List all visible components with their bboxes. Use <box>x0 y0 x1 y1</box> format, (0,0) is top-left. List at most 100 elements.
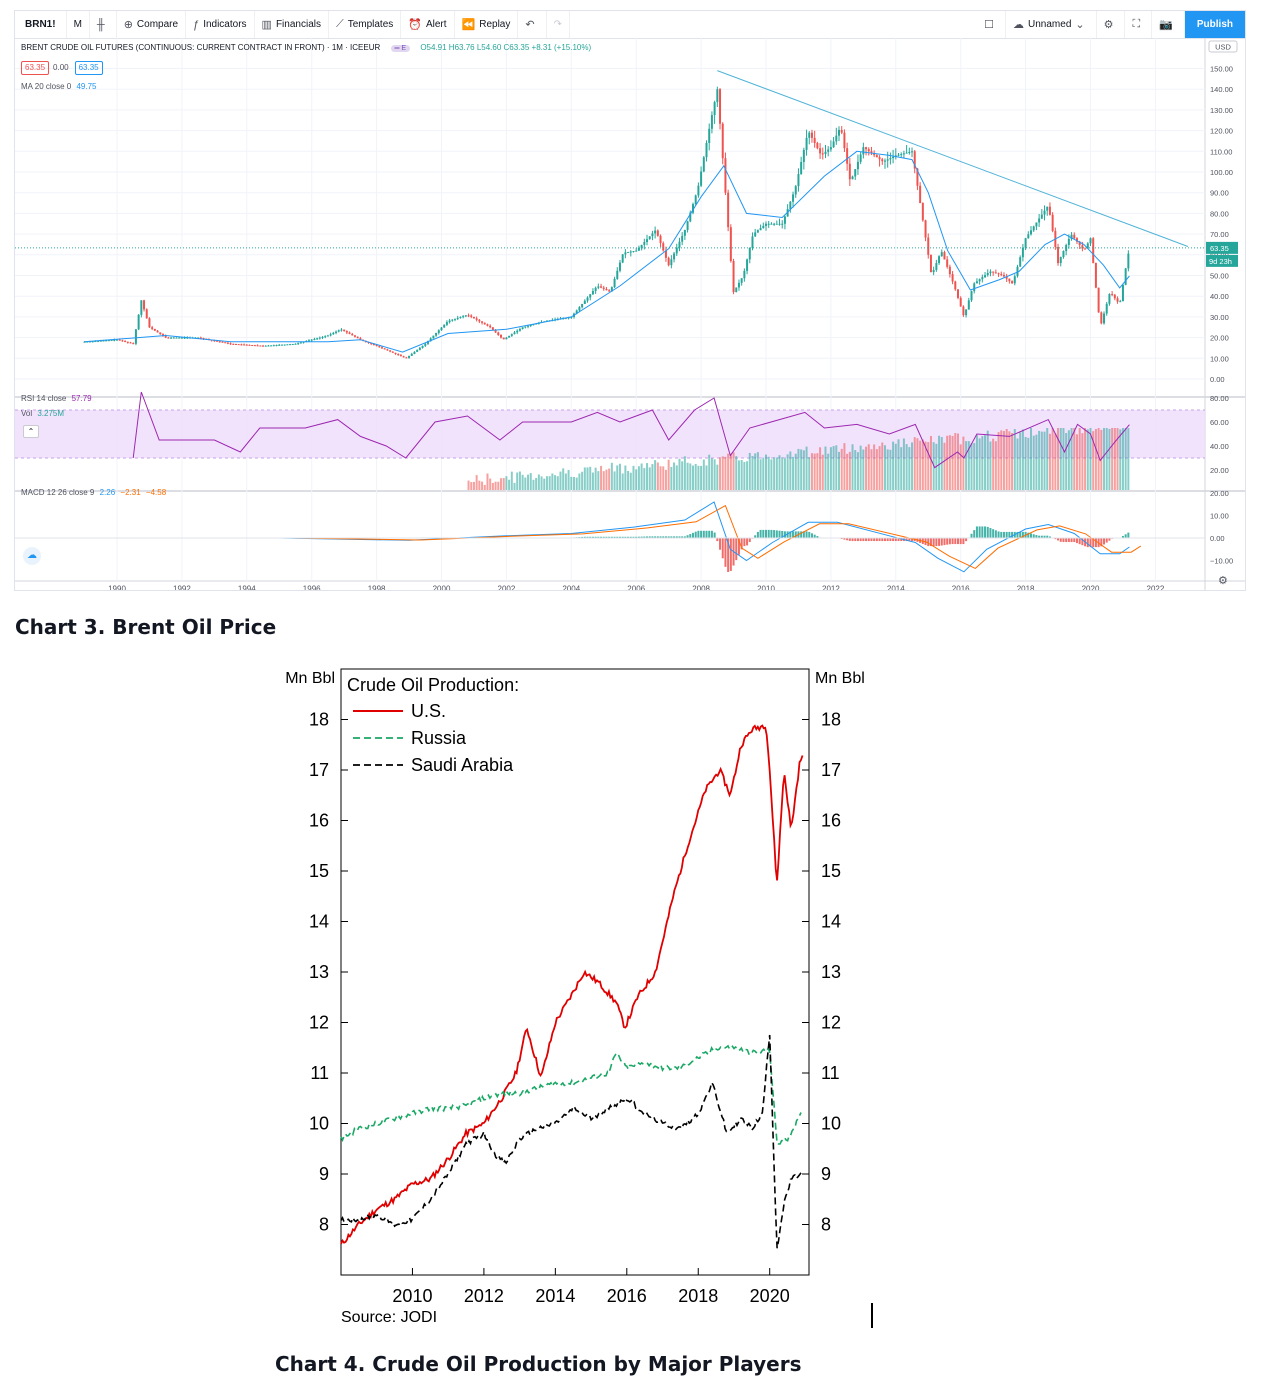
candle-body <box>134 329 137 344</box>
macd-histogram-bar <box>1124 534 1127 538</box>
volume-bar <box>602 471 605 490</box>
candle-body <box>494 329 497 333</box>
alert-button[interactable]: ⏰ Alert <box>401 11 455 38</box>
candle-body <box>378 346 381 348</box>
volume-bar <box>1000 430 1003 490</box>
ma-value: 49.75 <box>76 82 97 91</box>
candle-body <box>762 225 765 229</box>
chevron-down-icon: ⌄ <box>1075 19 1085 31</box>
candle-body <box>178 337 181 339</box>
macd-tick-label: 0.00 <box>1210 534 1225 543</box>
snapshot-button[interactable]: 📷 <box>1152 11 1185 38</box>
macd-histogram-bar <box>875 538 878 542</box>
volume-bar <box>659 466 662 490</box>
scale-settings-gear-icon[interactable]: ⚙ <box>1218 575 1228 587</box>
events-badge[interactable]: ═ E <box>390 45 411 52</box>
macd-label: MACD 12 26 close 9 <box>21 488 95 497</box>
volume-bar <box>545 476 548 490</box>
candle-body <box>673 253 676 260</box>
candle-body <box>454 318 457 320</box>
macd-histogram-bar <box>789 531 792 538</box>
chart-type-button[interactable]: ╫ <box>90 11 117 38</box>
volume-bar <box>975 435 978 490</box>
candle-body <box>386 349 389 351</box>
fullscreen-button[interactable]: ⛶ <box>1125 11 1153 38</box>
time-tick-label: 1990 <box>108 585 126 590</box>
candle-body <box>583 300 586 304</box>
candle-body <box>851 176 854 180</box>
volume-bar <box>537 474 540 490</box>
volume-bar <box>1097 428 1100 490</box>
macd-histogram-bar <box>840 538 843 540</box>
rsi-value: 57.79 <box>71 394 92 403</box>
undo-icon: ↶ <box>525 19 535 31</box>
collapse-legend-button[interactable]: ⌃ <box>23 425 39 438</box>
volume-bar <box>1078 428 1081 490</box>
undo-button[interactable]: ↶ <box>518 11 547 38</box>
financials-button[interactable]: ▥ Financials <box>255 11 329 38</box>
macd-histogram-bar <box>1035 535 1038 538</box>
macd-histogram-bar <box>1043 535 1046 538</box>
candle-body <box>286 344 289 346</box>
symbol-search[interactable]: BRN1! <box>15 11 67 38</box>
time-tick-label: 2002 <box>498 585 516 590</box>
volume-bar <box>829 447 832 490</box>
volume-bar <box>1121 428 1124 490</box>
candle-body <box>905 152 908 154</box>
candle-body <box>575 310 578 314</box>
volume-bar <box>913 437 916 490</box>
publish-label: Publish <box>1196 19 1233 30</box>
price-chart-canvas[interactable]: 1990 1992 1994 1996 1998 2000 2002 2004 2006 2008… <box>15 38 1245 590</box>
candle-body <box>418 347 421 350</box>
settings-button[interactable]: ⚙ <box>1097 11 1126 38</box>
candle-body <box>694 195 697 205</box>
candle-body <box>1051 214 1054 231</box>
macd-histogram-bar <box>854 538 857 542</box>
redo-button[interactable]: ↷ <box>547 11 570 38</box>
volume-bar <box>1116 428 1119 490</box>
volume-bar <box>1054 433 1057 490</box>
candle-body <box>924 220 927 238</box>
candle-body <box>765 223 767 226</box>
candle-body <box>705 143 708 158</box>
macd-histogram-bar <box>792 531 795 538</box>
volume-bar <box>748 452 751 490</box>
candle-body <box>118 339 121 341</box>
source-note: Source: JODI <box>341 1309 437 1326</box>
y-tick-label-right: 16 <box>821 811 841 831</box>
macd-histogram-bar <box>591 536 594 538</box>
volume-bar <box>943 442 946 490</box>
bid-price[interactable]: 63.35 <box>21 61 50 75</box>
indicators-button[interactable]: ƒ Indicators <box>186 11 255 38</box>
volume-bar <box>591 472 594 490</box>
candle-body <box>1002 274 1005 277</box>
volume-bar <box>789 451 792 490</box>
time-tick-label: 2010 <box>757 585 775 590</box>
volume-bar <box>886 449 889 490</box>
interval-button[interactable]: M <box>67 11 90 38</box>
macd-histogram-bar <box>946 538 949 545</box>
candle-body <box>318 337 321 339</box>
macd-histogram-bar <box>800 531 803 538</box>
replay-button[interactable]: ⏪ Replay <box>455 11 519 38</box>
indicators-label: Indicators <box>203 19 247 30</box>
volume-bar <box>1092 431 1095 490</box>
volume-bar <box>470 482 473 490</box>
macd-histogram-bar <box>708 530 711 538</box>
compare-button[interactable]: ⊕ Compare <box>117 11 187 38</box>
y-tick-label-left: 9 <box>319 1164 329 1184</box>
volume-bar <box>716 464 719 490</box>
layout-button[interactable]: ☁ Unnamed ⌄ <box>1006 11 1097 38</box>
candle-body <box>391 351 394 353</box>
candle-body <box>1027 234 1030 239</box>
candle-body <box>88 341 91 343</box>
ask-price[interactable]: 63.35 <box>74 61 103 75</box>
publish-button[interactable]: Publish <box>1184 11 1245 38</box>
price-tick-label: 150.00 <box>1210 65 1233 74</box>
macd-histogram-bar <box>624 536 627 538</box>
templates-button[interactable]: ⟋ Templates <box>329 11 402 38</box>
tradingview-logo-icon[interactable]: ☁ <box>23 547 41 565</box>
macd-histogram-bar <box>746 538 749 546</box>
fullscreen-select-button[interactable]: ☐ <box>977 11 1007 38</box>
volume-bar <box>878 446 881 490</box>
